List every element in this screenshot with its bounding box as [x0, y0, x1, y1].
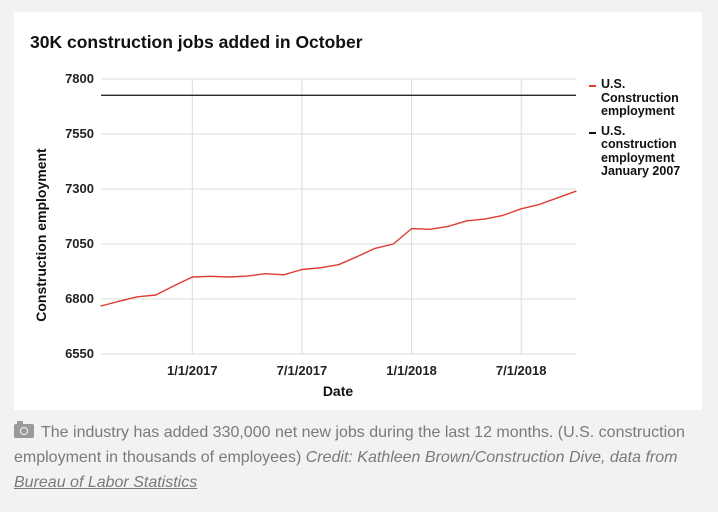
- data-point: [538, 203, 541, 205]
- series-layer: [100, 94, 577, 307]
- y-tick-label: 7300: [65, 181, 94, 196]
- data-point: [447, 225, 449, 227]
- y-tick-label: 6550: [65, 346, 94, 361]
- chart-legend: U.S. Construction employment U.S. constr…: [589, 77, 699, 185]
- legend-label: U.S. Construction employment: [601, 77, 679, 118]
- data-point: [136, 296, 139, 298]
- x-axis-ticks: 1/1/2017 7/1/2017 1/1/2018 7/1/2018: [167, 363, 546, 378]
- data-point: [173, 285, 175, 287]
- data-point: [155, 294, 157, 296]
- legend-swatch-red: [589, 85, 596, 87]
- x-tick-label: 1/1/2017: [167, 363, 218, 378]
- data-point: [374, 247, 376, 249]
- data-point: [228, 276, 230, 278]
- x-tick-label: 1/1/2018: [386, 363, 437, 378]
- y-axis-title: Construction employment: [33, 148, 49, 322]
- x-tick-label: 7/1/2018: [496, 363, 547, 378]
- y-tick-label: 7800: [65, 71, 94, 86]
- data-point: [520, 208, 522, 210]
- y-tick-label: 7050: [65, 236, 94, 251]
- legend-swatch-black: [589, 131, 596, 134]
- data-point: [392, 243, 394, 245]
- camera-icon: [14, 421, 34, 438]
- y-tick-label: 7550: [65, 126, 94, 141]
- data-point: [502, 214, 504, 216]
- data-point: [283, 274, 285, 276]
- x-axis-title: Date: [323, 383, 354, 399]
- series-line-construction-employment: [100, 190, 577, 307]
- data-point: [465, 220, 467, 222]
- legend-label: U.S. construction employment January 200…: [601, 123, 681, 178]
- data-point: [575, 190, 577, 192]
- y-axis-ticks: 6550 6800 7050 7300 7550 7800: [65, 71, 94, 361]
- chart-title: 30K construction jobs added in October: [30, 32, 363, 52]
- caption-text: The industry has added 330,000 net new j…: [14, 424, 685, 466]
- y-tick-label: 6800: [65, 291, 94, 306]
- data-point: [264, 273, 266, 275]
- data-point: [191, 276, 193, 278]
- line-chart: 6550 6800 7050 7300 7550 7800 1/1/2017 7/1/201…: [33, 71, 577, 399]
- data-point: [356, 256, 358, 258]
- x-tick-label: 7/1/2017: [277, 363, 328, 378]
- data-point: [429, 228, 431, 230]
- data-point: [411, 228, 413, 230]
- data-point: [246, 275, 248, 277]
- caption-credit: Credit: Kathleen Brown/Construction Dive…: [305, 449, 678, 466]
- gridlines: [101, 78, 576, 355]
- figure-caption: The industry has added 330,000 net new j…: [14, 420, 694, 495]
- data-point: [100, 305, 102, 307]
- legend-item-construction-employment: U.S. Construction employment: [589, 77, 699, 119]
- bls-source-link[interactable]: Bureau of Labor Statistics: [14, 474, 198, 491]
- data-point: [484, 218, 486, 220]
- data-point: [210, 275, 212, 277]
- data-point: [337, 264, 340, 266]
- legend-item-january-2007: U.S. construction employment January 200…: [589, 123, 699, 179]
- data-point: [301, 268, 303, 271]
- chart-card: 30K construction jobs added in October 6…: [14, 12, 702, 410]
- data-point: [118, 300, 120, 302]
- data-point: [319, 267, 321, 269]
- data-point: [557, 197, 559, 199]
